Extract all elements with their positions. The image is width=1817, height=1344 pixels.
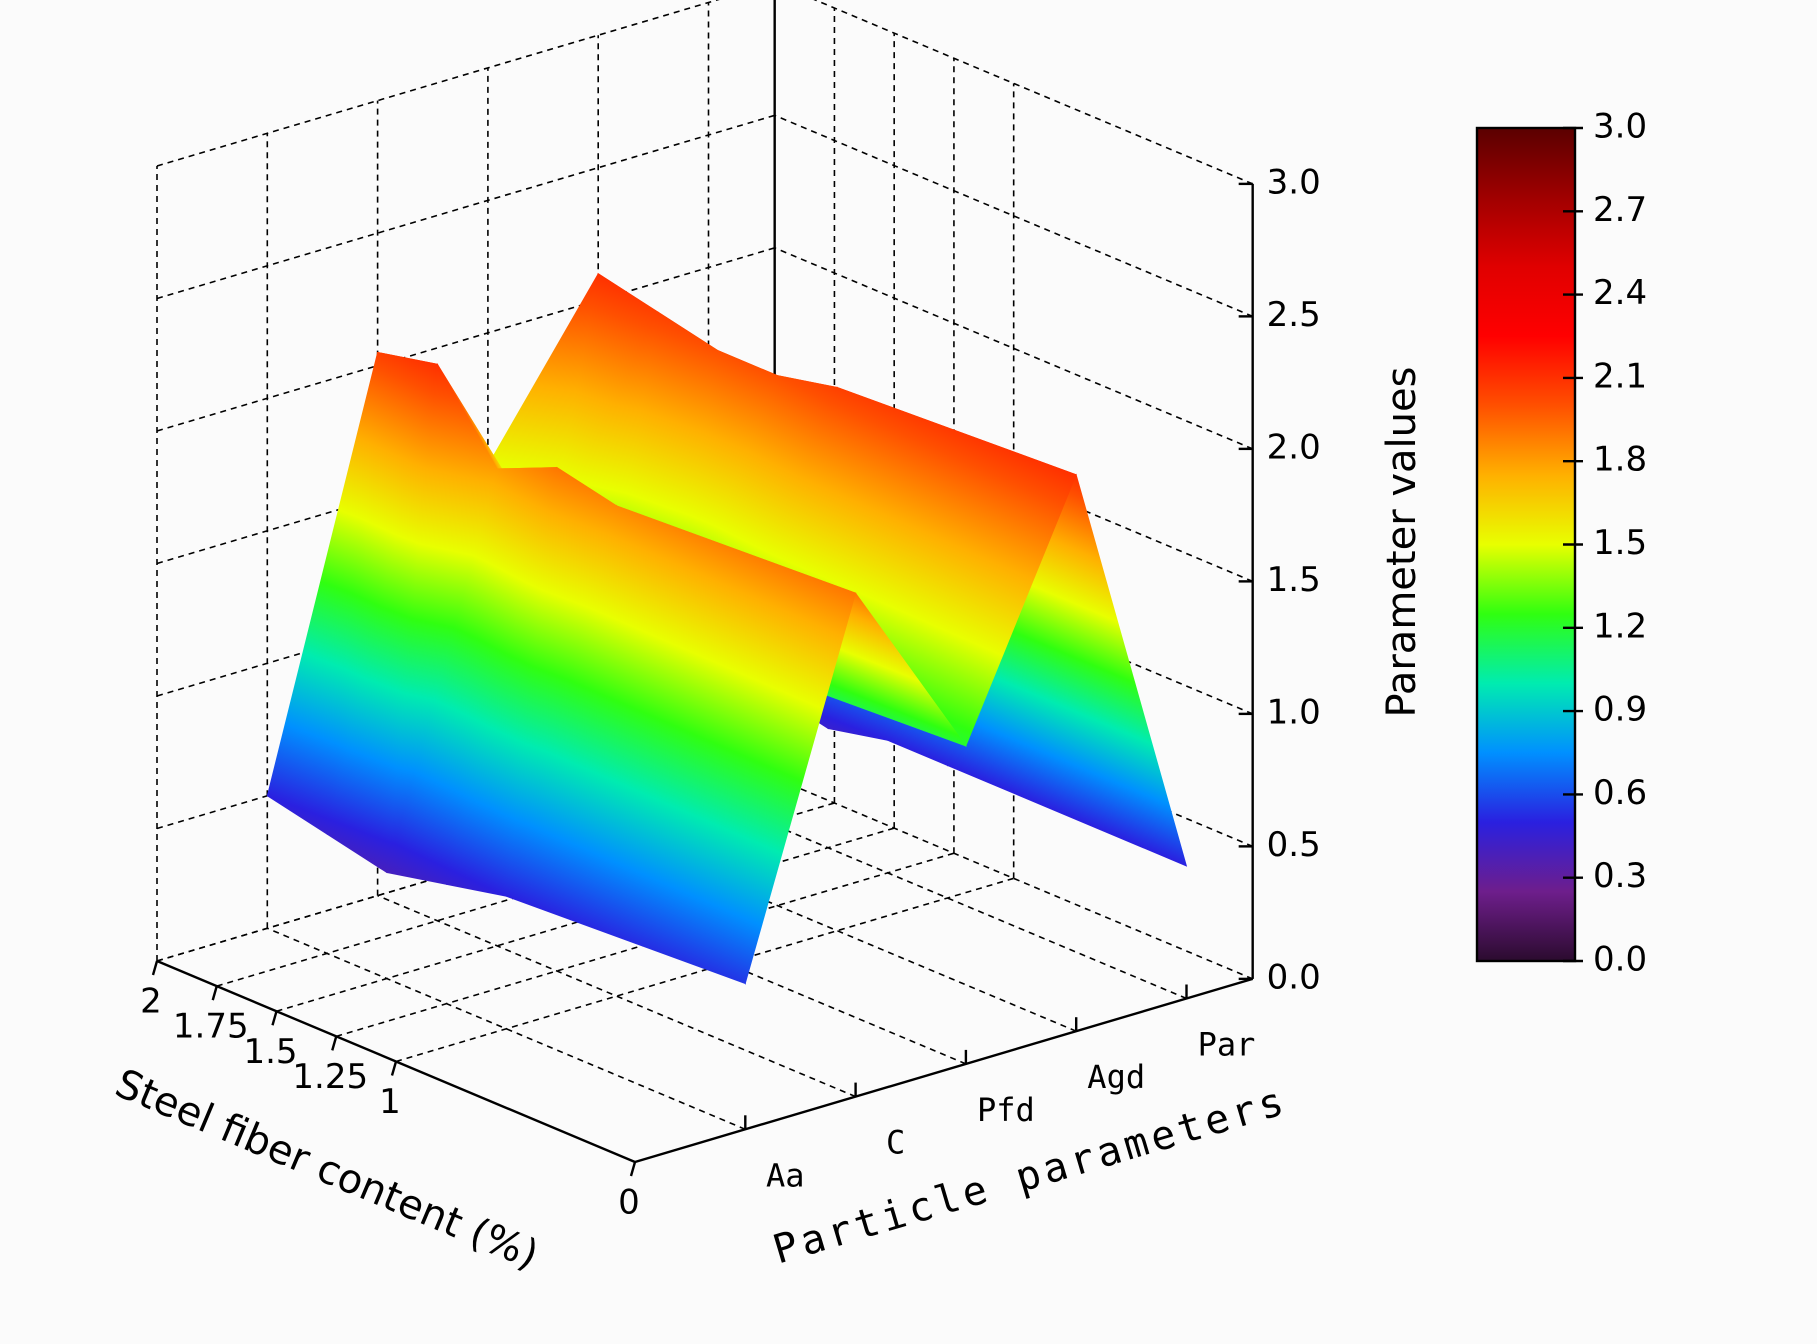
wall-grid-line (156, 0, 720, 167)
floor-grid-line (377, 894, 856, 1098)
colorbar-tick-label: 0.6 (1593, 773, 1647, 813)
x-tick-label: 0 (618, 1183, 640, 1223)
surface-patch (836, 386, 1077, 748)
z-tick-label: 2.0 (1267, 427, 1321, 467)
colorbar-tick-label: 0.0 (1593, 940, 1647, 980)
colorbar-tick-label: 0.9 (1593, 690, 1647, 730)
y-tick-label: Par (1198, 1026, 1256, 1064)
x-tick-label: 1.5 (243, 1032, 297, 1072)
surface-patch (616, 505, 857, 986)
floor-grid-line (266, 927, 746, 1131)
colorbar-tick-label: 0.3 (1593, 856, 1647, 896)
colorbar-label: Parameter values (1379, 367, 1425, 718)
x-tick-label: 1.75 (173, 1007, 249, 1047)
colorbar-tick-label: 3.0 (1593, 107, 1647, 147)
colorbar-tick-label: 2.1 (1593, 356, 1647, 396)
surface (266, 272, 1188, 986)
colorbar: 0.0 0.3 0.6 0.9 1.2 1.5 1.8 2.1 2.4 2.7 3.0 Paramet… (1379, 107, 1647, 980)
wall-grid-line (774, 247, 1253, 450)
x-tick-label: 1 (379, 1082, 401, 1122)
colorbar-tick-label: 1.2 (1593, 606, 1647, 646)
floor-grid-line (395, 877, 1014, 1063)
wall-grid-line (774, 777, 1253, 980)
x-tick (629, 1161, 637, 1177)
x-tick (271, 1010, 278, 1026)
x-tick (151, 960, 159, 976)
y-tick-label: Aa (766, 1156, 805, 1194)
wall-grid-line (774, 114, 1253, 318)
wall-grid-line (156, 114, 775, 300)
wall-grid-line (813, 0, 1253, 185)
z-tick-label: 3.0 (1267, 162, 1321, 202)
z-tick-label: 1.5 (1267, 560, 1321, 600)
colorbar-tick-label: 2.7 (1593, 190, 1647, 230)
x-tick (331, 1036, 338, 1051)
surface-patch (326, 364, 438, 874)
y-tick-label: Agd (1087, 1058, 1145, 1096)
x-tick (390, 1061, 398, 1076)
y-tick-label: Pfd (977, 1091, 1035, 1129)
colorbar-tick-label: 1.5 (1593, 523, 1647, 563)
colorbar-scale (1475, 126, 1577, 963)
z-tick-label: 2.5 (1267, 295, 1321, 335)
surface-patch (386, 468, 498, 885)
z-tick-label: 0.0 (1267, 957, 1321, 997)
wall-grid-line (156, 247, 775, 432)
x-tick-label: 2 (140, 982, 162, 1022)
y-axis (634, 977, 1254, 1164)
y-tick-label: C (886, 1124, 905, 1162)
surface-patch (446, 467, 558, 897)
x-tick-label: 1.25 (292, 1057, 368, 1097)
colorbar-tick-label: 1.8 (1593, 440, 1647, 480)
x-tick (211, 985, 218, 1001)
surface-patch (266, 352, 378, 835)
colorbar-tick-label: 2.4 (1593, 273, 1647, 313)
z-tick-label: 0.5 (1267, 825, 1321, 865)
z-tick-label: 1.0 (1267, 692, 1321, 732)
